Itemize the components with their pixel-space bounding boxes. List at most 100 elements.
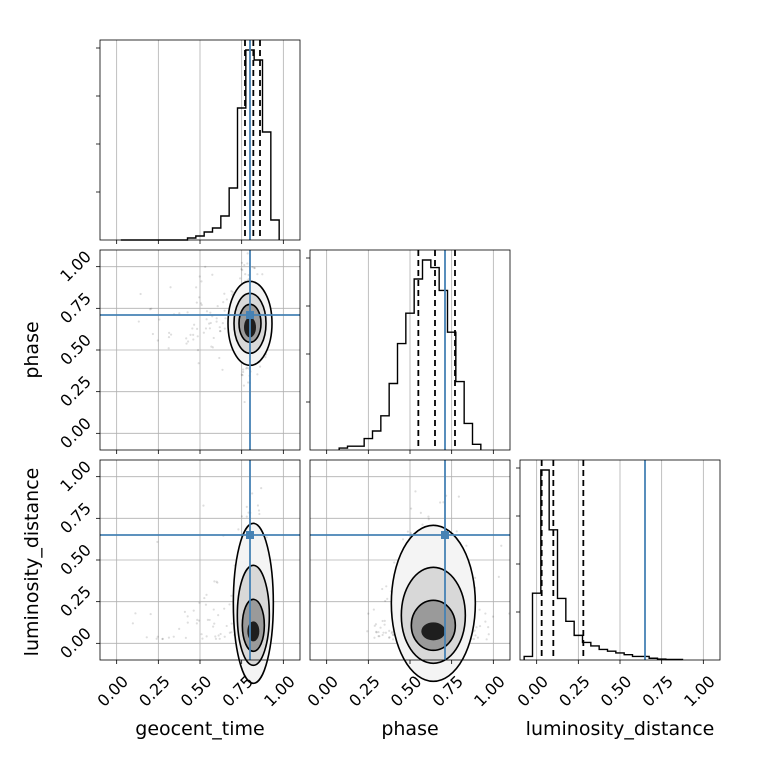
scatter-geocent-time-vs-phase-point [195,327,199,330]
scatter-geocent-time-vs-phase-point [208,327,211,330]
scatter-geocent-time-vs-phase-point [242,384,246,387]
scatter-phase-vs-luminosity-distance-point [508,612,510,615]
scatter-geocent-time-vs-luminosity-distance-point [258,512,261,516]
scatter-phase-vs-luminosity-distance-point [401,538,405,541]
scatter-geocent-time-vs-phase-point [178,312,181,315]
scatter-geocent-time-vs-phase-point [219,329,222,333]
scatter-geocent-time-vs-phase-point [208,322,211,325]
scatter-geocent-time-vs-luminosity-distance-ytick-label-1: 0.25 [56,582,95,621]
axis-geocent-time-xtick-label-4: 1.00 [260,672,299,711]
scatter-phase-vs-luminosity-distance-point [383,619,386,623]
scatter-geocent-time-vs-phase-point [204,327,208,330]
scatter-phase-vs-luminosity-distance-point [381,633,384,637]
scatter-phase-vs-luminosity-distance-point [473,576,477,580]
x-axis-label-phase: phase [381,718,438,740]
scatter-geocent-time-vs-phase-point [219,330,222,333]
scatter-geocent-time-vs-phase-point [242,370,245,374]
scatter-geocent-time-vs-luminosity-distance-point [155,637,158,640]
scatter-geocent-time-vs-luminosity-distance-point [205,635,208,638]
scatter-geocent-time-vs-phase-point [168,331,171,334]
scatter-geocent-time-vs-phase-ytick-label-0: 0.00 [56,414,95,453]
scatter-geocent-time-vs-phase-point [186,340,190,343]
scatter-phase-vs-luminosity-distance-point [388,629,391,632]
scatter-geocent-time-vs-luminosity-distance-point [186,621,189,624]
scatter-geocent-time-vs-phase-point [218,356,221,360]
scatter-phase-vs-luminosity-distance-point [377,630,380,634]
scatter-geocent-time-vs-phase-ytick-label-1: 0.25 [56,372,95,411]
scatter-geocent-time-vs-phase-point [239,277,242,280]
scatter-geocent-time-vs-luminosity-distance-point [216,581,219,584]
scatter-phase-vs-luminosity-distance-point [379,626,382,629]
scatter-phase-vs-luminosity-distance-point [484,620,487,623]
scatter-geocent-time-vs-phase-point [156,339,159,342]
scatter-geocent-time-vs-phase-point [240,373,243,376]
scatter-geocent-time-vs-phase-point [199,302,203,305]
scatter-phase-vs-luminosity-distance-point [491,615,495,618]
scatter-phase-vs-luminosity-distance-point [391,633,395,637]
scatter-geocent-time-vs-phase-point [158,318,161,321]
scatter-geocent-time-vs-luminosity-distance-point [213,580,216,583]
axis-phase-xtick-label-4: 1.00 [470,672,509,711]
scatter-geocent-time-vs-phase-point [209,311,212,314]
scatter-phase-vs-luminosity-distance-point [386,597,389,600]
scatter-geocent-time-vs-luminosity-distance-point [200,633,203,636]
scatter-phase-vs-luminosity-distance-point [478,624,482,628]
scatter-geocent-time-vs-luminosity-distance-point [219,632,222,636]
scatter-geocent-time-vs-phase-ytick-label-3: 0.75 [56,289,95,328]
scatter-phase-vs-luminosity-distance-point [373,636,376,639]
scatter-geocent-time-vs-luminosity-distance-point [260,487,263,490]
scatter-geocent-time-vs-phase-point [245,367,248,370]
scatter-geocent-time-vs-phase-point [169,286,172,289]
scatter-geocent-time-vs-luminosity-distance-point [172,635,175,638]
scatter-geocent-time-vs-luminosity-distance-ytick-label-2: 0.50 [56,540,95,579]
scatter-geocent-time-vs-luminosity-distance-point [251,492,254,495]
scatter-geocent-time-vs-phase-point [246,252,249,255]
scatter-phase-vs-luminosity-distance-point [473,629,476,632]
axis-luminosity-distance-xtick-label-1: 0.25 [555,672,594,711]
scatter-phase-vs-luminosity-distance-point [383,623,386,626]
scatter-geocent-time-vs-luminosity-distance-point [195,622,198,625]
scatter-geocent-time-vs-phase-point [189,333,192,336]
scatter-geocent-time-vs-phase-point [137,320,140,323]
scatter-geocent-time-vs-phase-point [240,268,243,271]
scatter-geocent-time-vs-phase-point [243,400,246,404]
scatter-phase-vs-luminosity-distance-point [500,544,503,547]
scatter-geocent-time-vs-luminosity-distance-point [161,637,164,641]
scatter-geocent-time-vs-phase-point [167,347,170,350]
scatter-geocent-time-vs-phase-point [198,275,201,278]
scatter-geocent-time-vs-phase-point [242,368,245,371]
scatter-geocent-time-vs-luminosity-distance-point [225,624,228,628]
scatter-geocent-time-vs-luminosity-distance-point [240,515,244,518]
scatter-phase-vs-luminosity-distance-point [455,530,458,533]
scatter-geocent-time-vs-luminosity-distance-point [212,625,215,628]
scatter-geocent-time-vs-phase-point [215,317,218,320]
scatter-phase-vs-luminosity-distance-point [388,636,391,639]
scatter-geocent-time-vs-phase-point [253,266,256,269]
scatter-phase-vs-luminosity-distance-point [385,585,388,588]
scatter-geocent-time-vs-phase-point [246,262,249,265]
scatter-geocent-time-vs-phase-point [150,307,153,310]
scatter-geocent-time-vs-luminosity-distance-point [214,637,218,640]
scatter-geocent-time-vs-phase-point [148,308,152,311]
scatter-geocent-time-vs-luminosity-distance-point [208,618,211,622]
scatter-geocent-time-vs-luminosity-distance-point [196,618,199,621]
axis-luminosity-distance-xtick-label-0: 0.00 [513,672,552,711]
scatter-geocent-time-vs-phase-point [202,331,205,334]
scatter-geocent-time-vs-luminosity-distance-point [215,580,218,583]
scatter-geocent-time-vs-phase-point [186,311,189,314]
scatter-geocent-time-vs-phase-point [230,290,233,293]
scatter-geocent-time-vs-phase-point [223,327,226,330]
scatter-geocent-time-vs-luminosity-distance-point [247,511,250,514]
scatter-phase-vs-luminosity-distance-point [487,626,490,629]
scatter-geocent-time-vs-luminosity-distance-point [201,637,204,640]
scatter-geocent-time-vs-luminosity-distance-point [203,596,206,600]
scatter-phase-vs-luminosity-distance-point [393,561,396,564]
scatter-geocent-time-vs-phase-point [210,345,213,348]
scatter-geocent-time-vs-luminosity-distance-point [213,622,216,625]
scatter-geocent-time-vs-luminosity-distance-point [214,635,217,638]
scatter-geocent-time-vs-luminosity-distance-point [134,612,137,615]
scatter-geocent-time-vs-luminosity-distance-point [197,619,201,622]
scatter-geocent-time-vs-phase-point [212,336,215,340]
scatter-geocent-time-vs-luminosity-distance-point [230,622,233,625]
scatter-geocent-time-vs-phase-point [223,292,226,295]
